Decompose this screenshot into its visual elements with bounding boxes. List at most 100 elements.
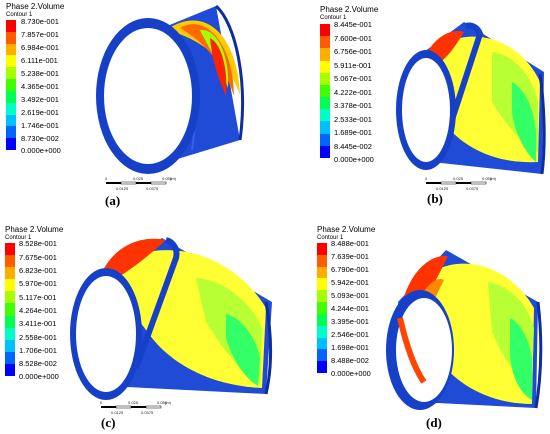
legend-tick: 8.528e-001	[19, 239, 57, 248]
legend-tick: 7.639e-001	[331, 252, 369, 261]
legend-tick: 1.706e-001	[19, 346, 57, 355]
cylinder-contour-plot	[96, 4, 244, 174]
legend-color-swatch	[317, 302, 327, 315]
legend-tick: 6.823e-001	[19, 266, 57, 275]
legend-color-swatch	[320, 60, 330, 74]
legend-tick: 3.492e-001	[21, 95, 59, 104]
legend-tick: 6.756e-001	[334, 47, 372, 56]
legend-tick: 3.395e-001	[331, 317, 369, 326]
legend-color-swatch	[317, 325, 327, 339]
legend-tick: 7.857e-001	[21, 30, 59, 39]
legend-tick: 0.000e+000	[19, 372, 59, 381]
legend-color-swatch	[320, 145, 330, 159]
legend-tick: 8.445e-001	[334, 20, 372, 29]
caption: (d)	[426, 415, 442, 430]
legend-color-swatch	[317, 313, 327, 327]
color-legend-bar	[320, 24, 330, 159]
legend-color-swatch	[6, 55, 16, 68]
legend-tick: 2.619e-001	[21, 108, 59, 117]
legend-tick: 1.746e-001	[21, 121, 59, 130]
scale-bar: 0 0.025 0.050 (m) 0.0125 0.0375	[100, 400, 191, 420]
scale-label: (m)	[490, 176, 496, 181]
legend-color-swatch	[5, 363, 15, 377]
scale-label: 0.025	[128, 400, 139, 405]
legend-color-swatch	[317, 349, 327, 362]
legend-tick: 0.000e+000	[331, 369, 371, 378]
legend-color-swatch	[6, 126, 16, 139]
legend-tick: 6.790e-001	[331, 265, 369, 274]
legend-tick: 2.546e-001	[331, 330, 369, 339]
legend-tick: 7.675e-001	[19, 253, 57, 262]
color-legend-bar	[5, 243, 15, 377]
cylinder-contour-plot	[386, 250, 543, 410]
legend-color-swatch	[317, 266, 327, 279]
caption: (c)	[101, 415, 116, 430]
scale-bar-line	[106, 181, 167, 185]
legend-color-swatch	[317, 243, 327, 256]
legend-tick: 4.222e-001	[334, 88, 372, 97]
legend-color-swatch	[317, 254, 327, 268]
legend-color-swatch	[317, 290, 327, 303]
scale-bar-line	[426, 181, 487, 185]
legend-subtitle: Contour 1	[5, 235, 32, 241]
legend-tick: 2.558e-001	[19, 333, 57, 342]
legend-color-swatch	[6, 79, 16, 92]
legend-tick: 1.689e-001	[334, 128, 372, 137]
legend-tick: 5.238e-001	[21, 69, 59, 78]
scale-label: 0.025	[133, 176, 144, 181]
legend-tick: 5.911e-001	[334, 61, 372, 70]
legend-tick: 4.244e-001	[331, 304, 369, 313]
legend-tick: 8.488e-001	[331, 239, 369, 248]
legend-color-swatch	[320, 133, 330, 147]
color-legend-bar	[317, 243, 327, 374]
cylinder-contour-plot	[70, 237, 272, 400]
legend-subtitle: Contour 1	[320, 15, 347, 21]
legend-title: Phase 2.Volume	[320, 5, 379, 14]
legend-title: Phase 2.Volume	[5, 225, 64, 234]
legend-tick: 8.730e-002	[21, 134, 59, 143]
legend-tick: 1.698e-001	[331, 343, 369, 352]
legend-tick: 3.411e-001	[19, 319, 57, 328]
scale-label: 0.0125	[111, 410, 124, 415]
legend-tick: 2.533e-001	[334, 115, 372, 124]
legend-title: Phase 2.Volume	[6, 2, 65, 11]
legend-tick: 0.000e+000	[21, 146, 61, 155]
legend-tick: 5.067e-001	[334, 74, 372, 83]
legend-color-swatch	[6, 102, 16, 116]
legend-color-swatch	[5, 327, 15, 341]
legend-title: Phase 2.Volume	[317, 225, 376, 234]
legend-color-swatch	[5, 339, 15, 353]
legend-color-swatch	[5, 351, 15, 365]
caption: (b)	[427, 191, 443, 206]
legend-tick: 4.365e-001	[21, 82, 59, 91]
legend-color-swatch	[317, 278, 327, 291]
scale-label: 0.025	[453, 176, 464, 181]
scale-label: (m)	[170, 176, 176, 181]
legend-color-swatch	[6, 138, 16, 151]
legend-tick: 8.488e-002	[331, 356, 369, 365]
scale-bar: 0 0.025 0.050 (m) 0.0125 0.0375	[105, 176, 176, 196]
legend-subtitle: Contour 1	[317, 235, 344, 241]
legend-color-swatch	[320, 84, 330, 98]
legend-color-swatch	[317, 337, 327, 350]
scale-bar: 0 0.025 0.050 (m) 0.0125 0.0375	[425, 176, 516, 196]
scale-label: 0.0375	[146, 186, 159, 191]
scale-label: 0	[100, 400, 103, 405]
legend-color-swatch	[6, 67, 16, 80]
legend-color-swatch	[5, 315, 15, 329]
scale-label: 0	[425, 176, 428, 181]
legend-color-swatch	[320, 109, 330, 122]
legend-tick: 7.600e-001	[334, 34, 372, 43]
legend-color-swatch	[5, 291, 15, 304]
legend-color-swatch	[5, 279, 15, 292]
scale-label: 0	[105, 176, 108, 181]
cylinder-contour-plot	[396, 22, 546, 175]
scale-label: 0.050	[162, 176, 173, 181]
legend-color-swatch	[5, 255, 15, 268]
scale-label: (m)	[165, 400, 171, 405]
legend-color-swatch	[6, 90, 16, 104]
legend-color-swatch	[5, 267, 15, 280]
legend-color-swatch	[320, 24, 330, 37]
scale-label: 0.050	[157, 400, 168, 405]
legend-tick: 5.942e-001	[331, 278, 369, 287]
